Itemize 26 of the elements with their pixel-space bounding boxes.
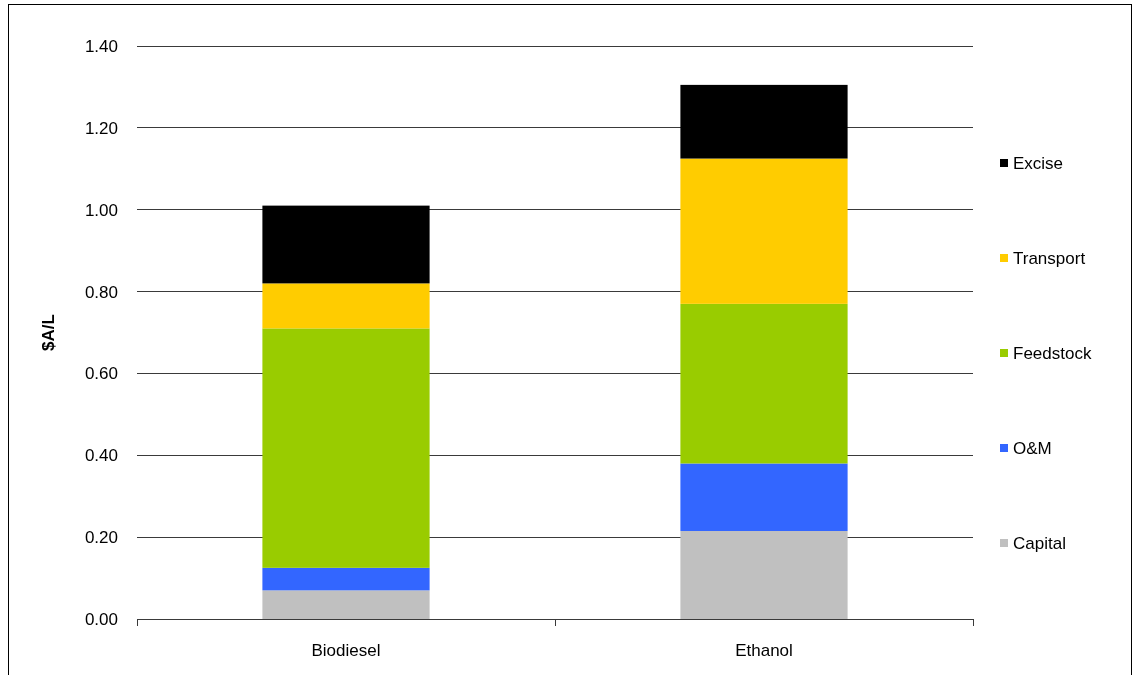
- y-tick-label: 0.40: [84, 446, 118, 466]
- y-axis-title: $A/L: [38, 314, 58, 351]
- legend-label: Transport: [1013, 248, 1086, 268]
- legend-label: Capital: [1013, 533, 1066, 553]
- y-tick-label: 0.80: [84, 282, 118, 302]
- legend-label: O&M: [1013, 438, 1052, 458]
- y-tick-label: 0.20: [84, 528, 118, 548]
- legend-label: Feedstock: [1013, 343, 1092, 363]
- x-tick-label: Ethanol: [735, 640, 793, 660]
- bar: [680, 84, 848, 159]
- y-tick-label: 1.00: [84, 200, 118, 220]
- bar: [680, 463, 848, 531]
- bar: [262, 283, 430, 329]
- bar: [262, 567, 430, 591]
- bar: [262, 328, 430, 568]
- bar: [680, 158, 848, 304]
- bar: [680, 531, 848, 619]
- legend-label: Excise: [1013, 153, 1064, 173]
- bar: [680, 303, 848, 464]
- bar: [262, 205, 430, 284]
- bar: [262, 590, 430, 619]
- y-tick-label: 1.20: [84, 118, 118, 138]
- y-tick-label: 1.40: [84, 36, 118, 56]
- y-tick-label: 0.60: [84, 364, 118, 384]
- x-tick-label: Biodiesel: [311, 640, 381, 660]
- y-tick-label: 0.00: [84, 609, 118, 629]
